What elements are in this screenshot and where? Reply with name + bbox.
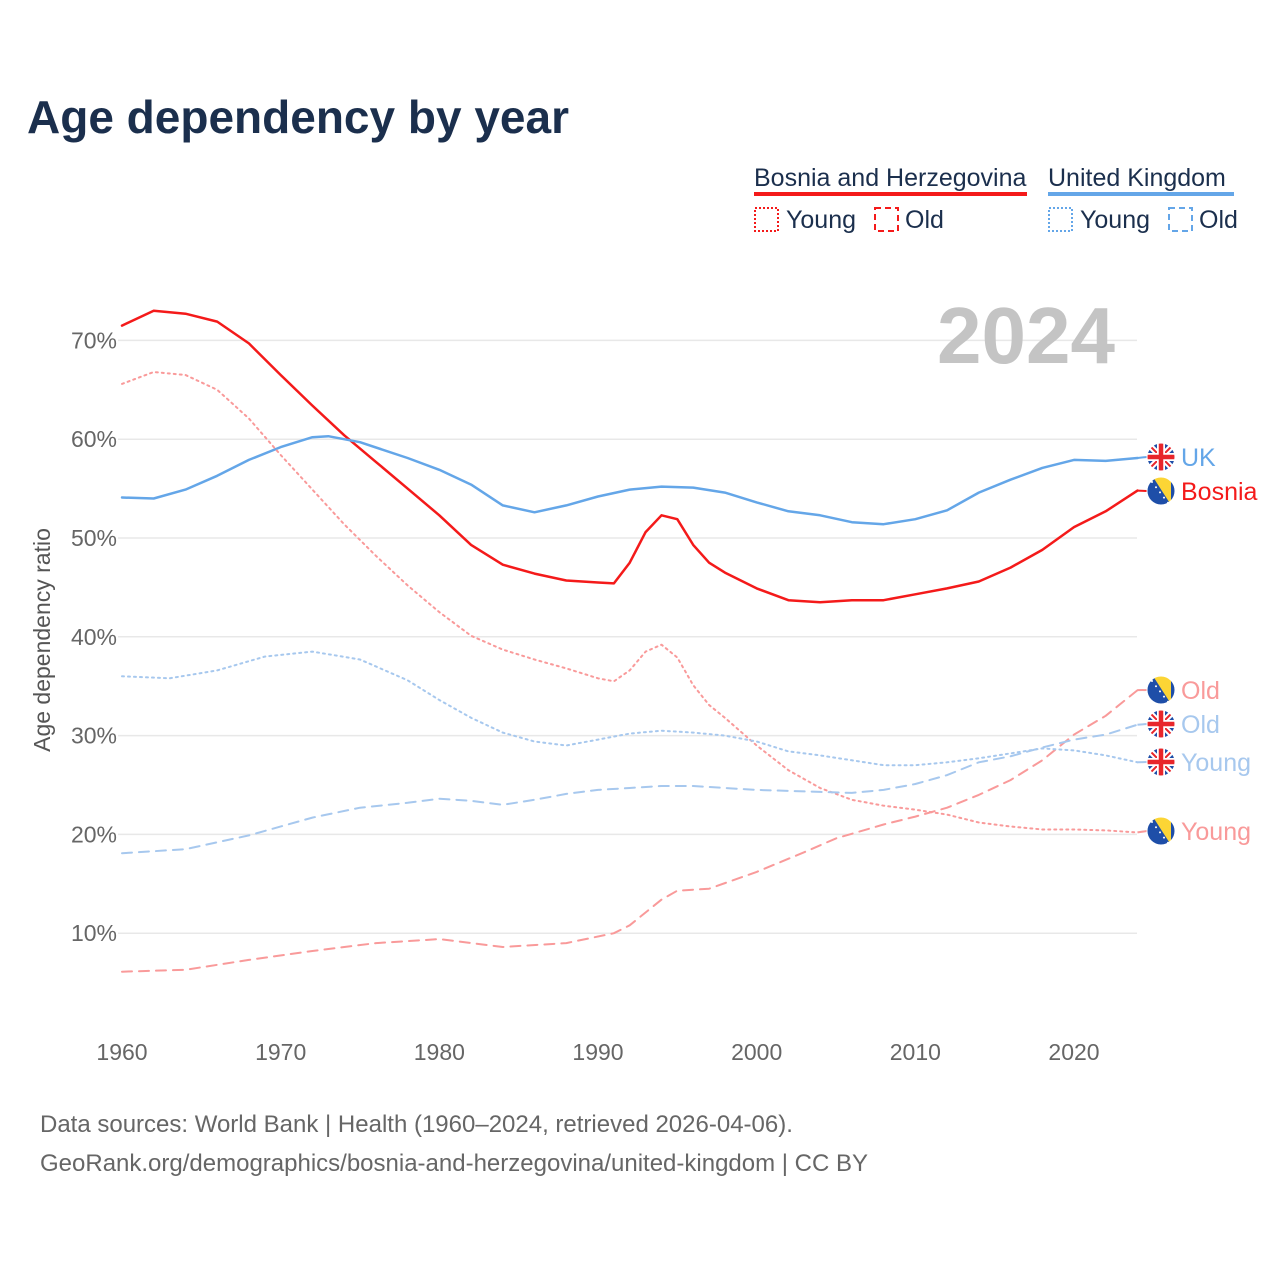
legend-uk-old[interactable]: Old [1199,206,1238,234]
uk-flag-icon [1147,443,1175,471]
year-watermark: 2024 [937,291,1115,380]
y-tick-label: 20% [71,821,117,847]
legend-swatch-bosnia-old [874,207,899,232]
end-label-text: Bosnia [1181,478,1258,506]
legend-underline-bosnia [754,192,1027,196]
bosnia-flag-icon [1147,676,1175,704]
bosnia-flag-icon [1147,817,1175,845]
end-label-text: UK [1181,444,1216,472]
x-tick-label: 2000 [731,1039,782,1065]
series-lines [120,309,1139,973]
legend-group-uk[interactable]: United Kingdom [1048,164,1226,192]
y-tick-label: 70% [71,327,117,353]
end-label-uk-old: Old [1137,709,1220,739]
label-connector [1137,830,1148,834]
footer-link[interactable]: GeoRank.org/demographics/bosnia-and-herz… [40,1150,868,1177]
x-tick-label: 2020 [1048,1039,1099,1065]
x-tick-label: 1980 [414,1039,465,1065]
end-label-text: Young [1181,749,1251,777]
end-label-ba-old: Old [1137,675,1220,705]
x-tick-label: 1970 [255,1039,306,1065]
x-tick-label: 1990 [572,1039,623,1065]
series-line-ba-total [120,309,1139,604]
legend: Bosnia and Herzegovina Young Old United … [754,164,1238,234]
y-tick-label: 30% [71,723,117,749]
series-line-ba-young [121,371,1139,834]
label-connector [1137,723,1148,726]
y-axis-label: Age dependency ratio [29,528,55,752]
legend-swatch-uk-young [1048,207,1073,232]
series-line-uk-old [121,723,1139,855]
legend-underline-uk [1048,192,1234,196]
chart-title: Age dependency by year [27,91,569,143]
x-axis-ticks: 1960 1970 1980 1990 2000 2010 2020 [96,1039,1099,1065]
x-tick-label: 2010 [890,1039,941,1065]
end-label-uk-total: UK [1137,442,1216,472]
y-tick-label: 10% [71,920,117,946]
gridlines [118,339,1137,934]
end-label-text: Young [1181,818,1251,846]
legend-bosnia-old[interactable]: Old [905,206,944,234]
bosnia-flag-icon [1147,477,1175,505]
end-label-text: Old [1181,677,1220,705]
end-label-ba-total: Bosnia [1137,476,1258,506]
legend-swatch-uk-old [1168,207,1193,232]
y-tick-label: 40% [71,624,117,650]
y-tick-label: 60% [71,426,117,452]
end-label-ba-young: Young [1137,816,1251,846]
end-label-uk-young: Young [1137,747,1251,777]
legend-swatch-bosnia-young [754,207,779,232]
series-line-uk-young [121,650,1139,767]
label-connector [1137,456,1148,459]
legend-group-bosnia[interactable]: Bosnia and Herzegovina [754,164,1026,192]
legend-bosnia-young[interactable]: Young [786,206,856,234]
y-tick-label: 50% [71,525,117,551]
uk-flag-icon [1147,710,1175,738]
uk-flag-icon [1147,748,1175,776]
footer-sources: Data sources: World Bank | Health (1960–… [40,1111,793,1138]
series-line-ba-old [121,689,1139,973]
legend-uk-young[interactable]: Young [1080,206,1150,234]
series-end-labels: Bosnia UK Young Old Young Old [1137,442,1258,846]
end-label-text: Old [1181,711,1220,739]
y-axis-ticks: 10% 20% 30% 40% 50% 60% 70% [71,327,117,946]
series-line-uk-total [120,434,1139,526]
x-tick-label: 1960 [96,1039,147,1065]
